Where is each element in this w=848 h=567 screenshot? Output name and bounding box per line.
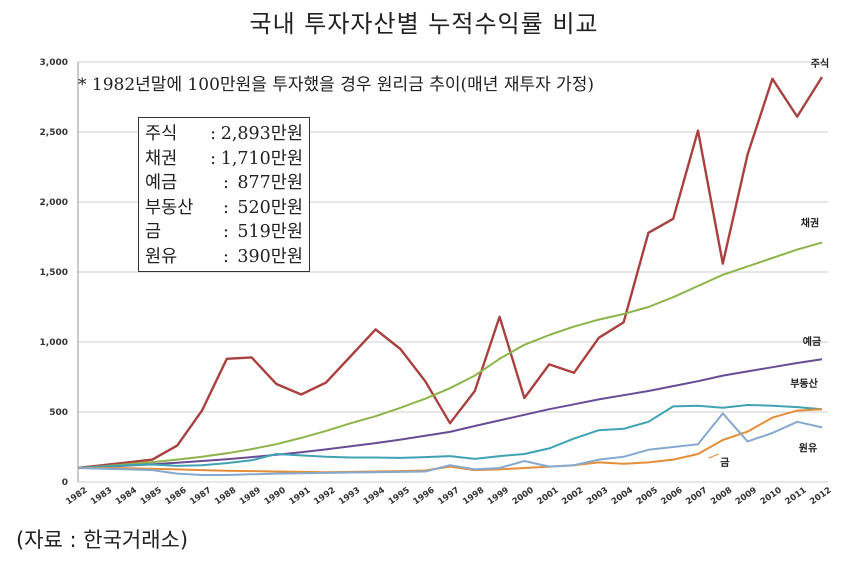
x-tick-label: 1988 (213, 485, 238, 507)
series-line (77, 358, 823, 469)
summary-sep: : (210, 148, 217, 169)
x-tick-label: 2009 (734, 485, 759, 507)
x-tick-label: 1986 (163, 485, 188, 507)
summary-name: 금 (145, 222, 162, 242)
x-tick-label: 1995 (387, 485, 412, 507)
y-tick-label: 500 (49, 408, 68, 418)
summary-name: 예금 (145, 173, 178, 193)
summary-sep: : (223, 173, 229, 193)
y-tick-label: 3,000 (40, 58, 68, 68)
x-tick-label: 2012 (808, 485, 833, 507)
x-tick-label: 1991 (287, 485, 312, 507)
summary-name: 주식 (145, 124, 178, 144)
y-tick-label: 0 (62, 478, 68, 488)
summary-value: 2,893만원 (220, 124, 303, 144)
x-tick-label: 1998 (461, 485, 486, 507)
summary-row-gold: 금 : 519만원 (145, 220, 303, 245)
x-tick-label: 2006 (659, 485, 684, 507)
summary-sep: : (223, 246, 229, 267)
series-label: 금 (720, 457, 729, 469)
series-label: 주식 (811, 57, 829, 70)
x-tick-label: 1994 (362, 485, 387, 507)
chart-note: * 1982년말에 100만원을 투자했을 경우 원리금 추이(매년 재투자 가… (78, 75, 594, 95)
summary-sep: : (223, 222, 229, 242)
y-axis-ticks: 0 500 1,000 1,500 2,000 2,500 3,000 (40, 58, 68, 488)
summary-value: 390만원 (237, 246, 303, 267)
x-tick-label: 2002 (560, 485, 585, 507)
summary-name: 부동산 (145, 197, 194, 218)
summary-box: 주식 : 2,893만원 채권 : 1,710만원 예금 : 877만원 부동산… (138, 117, 310, 272)
x-axis-ticks: 1982 1983 1984 1985 1986 1987 1988 1989 1990 1991… (64, 485, 833, 507)
summary-name: 원유 (145, 246, 178, 267)
x-tick-label: 1983 (89, 485, 114, 507)
x-tick-label: 2011 (783, 485, 808, 507)
x-tick-label: 1993 (337, 485, 362, 507)
x-tick-label: 1992 (312, 485, 337, 507)
x-tick-label: 1985 (139, 485, 164, 507)
y-tick-label: 1,500 (40, 268, 68, 278)
source-note: (자료 : 한국거래소) (16, 528, 189, 552)
chart-title: 국내 투자자산별 누적수익률 비교 (249, 10, 599, 38)
summary-value: 1,710만원 (220, 148, 303, 169)
summary-row-deposit: 예금 : 877만원 (145, 171, 303, 196)
x-tick-label: 1990 (263, 485, 288, 507)
summary-name: 채권 (145, 148, 178, 169)
series-line (77, 241, 823, 469)
series-label: 예금 (803, 335, 821, 348)
summary-sep: : (223, 197, 229, 218)
y-tick-label: 2,500 (40, 128, 68, 138)
summary-row-stock: 주식 : 2,893만원 (145, 122, 303, 147)
series-label: 원유 (799, 441, 817, 454)
x-tick-label: 2004 (610, 485, 635, 507)
x-tick-label: 2005 (635, 485, 660, 507)
gridlines (77, 61, 828, 483)
summary-row-bond: 채권 : 1,710만원 (145, 147, 303, 172)
series-line (77, 412, 823, 476)
summary-value: 520만원 (237, 197, 303, 218)
x-tick-label: 1996 (411, 485, 436, 507)
series-lines (77, 76, 824, 476)
summary-value: 877만원 (237, 173, 303, 193)
summary-sep: : (210, 124, 217, 144)
x-tick-label: 1984 (114, 485, 139, 507)
summary-row-real-estate: 부동산 : 520만원 (145, 196, 303, 221)
y-tick-label: 2,000 (40, 198, 68, 208)
x-tick-label: 2010 (759, 485, 784, 507)
summary-value: 519만원 (237, 222, 303, 242)
x-tick-label: 2000 (511, 485, 536, 507)
series-label: 채권 (801, 217, 819, 230)
y-tick-label: 1,000 (40, 338, 68, 348)
x-tick-label: 1989 (238, 485, 263, 507)
x-tick-label: 1982 (64, 485, 89, 507)
series-line (77, 404, 823, 469)
x-tick-label: 1999 (486, 485, 511, 507)
series-line (78, 408, 823, 474)
x-tick-label: 2008 (709, 485, 734, 507)
series-label: 부동산 (790, 377, 818, 390)
x-tick-label: 1987 (188, 485, 213, 507)
x-tick-label: 2001 (535, 485, 560, 507)
x-tick-label: 1997 (436, 485, 461, 507)
x-tick-label: 2003 (585, 485, 610, 507)
summary-row-oil: 원유 : 390만원 (145, 245, 303, 270)
series-line (77, 76, 824, 470)
x-tick-label: 2007 (684, 485, 709, 507)
gold-arrow (708, 453, 720, 459)
